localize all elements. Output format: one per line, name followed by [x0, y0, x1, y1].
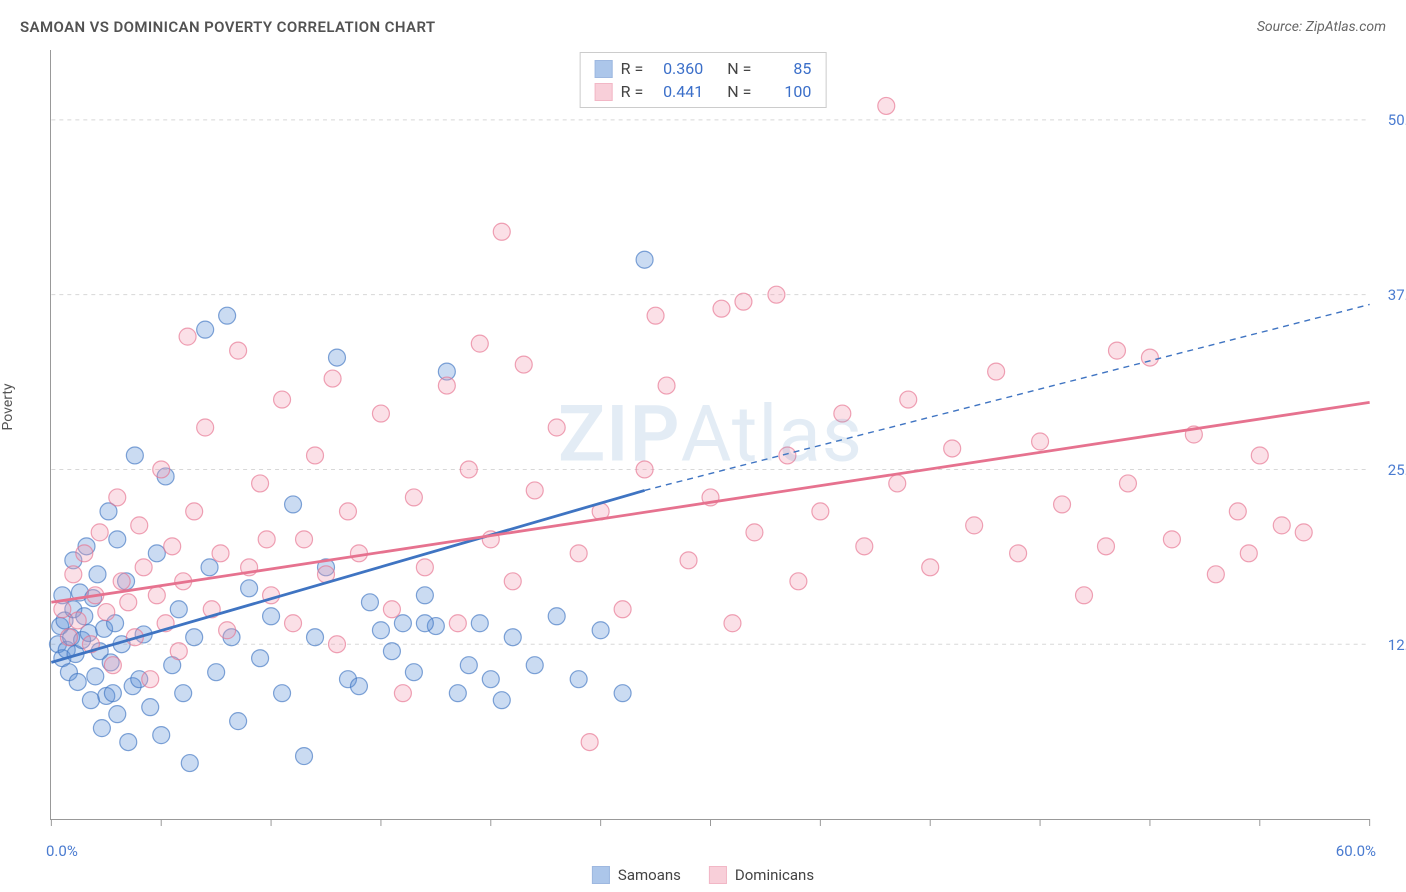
y-tick-label: 37.5% — [1388, 286, 1406, 304]
legend-label: Samoans — [618, 866, 681, 884]
stat-r-value: 0.360 — [651, 59, 703, 78]
stat-r-value: 0.441 — [651, 82, 703, 101]
stat-n-label: N = — [727, 82, 751, 101]
y-tick-label: 12.5% — [1388, 636, 1406, 654]
stats-legend: R = 0.360 N = 85 R = 0.441 N = 100 — [580, 52, 827, 108]
x-axis-start-label: 0.0% — [46, 842, 78, 860]
stat-n-label: N = — [727, 59, 751, 78]
y-tick-label: 50.0% — [1388, 111, 1406, 129]
legend-swatch — [595, 60, 613, 78]
y-tick-label: 25.0% — [1388, 461, 1406, 479]
scatter-chart: ZIPAtlas 12.5%25.0%37.5%50.0% — [50, 50, 1370, 820]
chart-svg — [51, 50, 1370, 819]
stat-n-value: 100 — [759, 82, 811, 101]
stat-r-label: R = — [621, 82, 644, 101]
source-attribution: Source: ZipAtlas.com — [1257, 19, 1386, 35]
y-axis-label: Poverty — [0, 383, 16, 430]
stat-n-value: 85 — [759, 59, 811, 78]
chart-header: SAMOAN VS DOMINICAN POVERTY CORRELATION … — [20, 18, 1386, 36]
legend-label: Dominicans — [735, 866, 814, 884]
stats-legend-row: R = 0.360 N = 85 — [595, 57, 812, 80]
stat-r-label: R = — [621, 59, 644, 78]
series-legend: Samoans Dominicans — [592, 866, 814, 884]
legend-item: Dominicans — [709, 866, 814, 884]
legend-swatch — [592, 866, 610, 884]
legend-swatch — [709, 866, 727, 884]
legend-swatch — [595, 83, 613, 101]
chart-title: SAMOAN VS DOMINICAN POVERTY CORRELATION … — [20, 18, 436, 36]
x-axis-end-label: 60.0% — [1336, 842, 1376, 860]
stats-legend-row: R = 0.441 N = 100 — [595, 80, 812, 103]
legend-item: Samoans — [592, 866, 681, 884]
